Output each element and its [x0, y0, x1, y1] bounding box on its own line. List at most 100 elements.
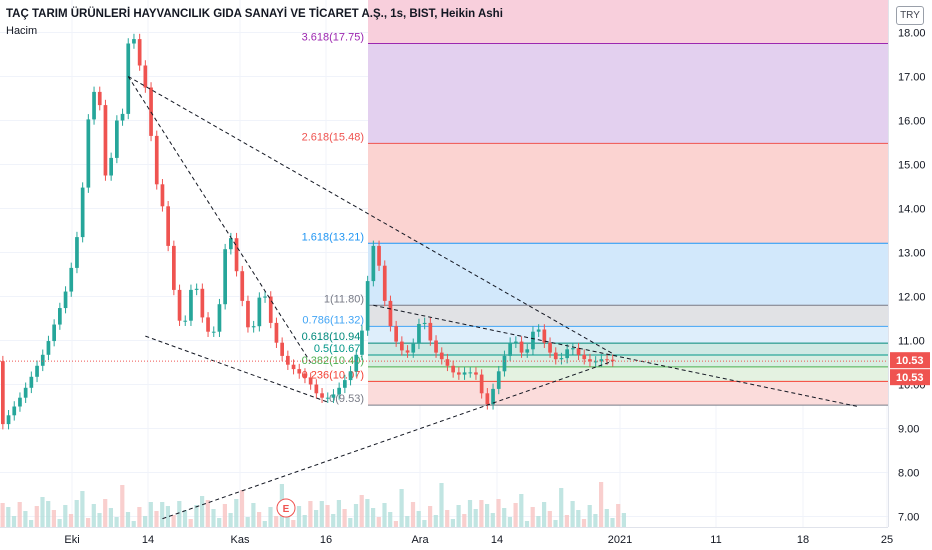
- fib-level-label: 1.618(13.21): [302, 231, 364, 243]
- volume-bar: [359, 495, 364, 527]
- y-tick-label: 16.00: [898, 116, 926, 128]
- trendline[interactable]: [373, 304, 858, 407]
- candle-body: [548, 342, 552, 353]
- candle-body: [434, 340, 438, 353]
- trendline[interactable]: [127, 76, 312, 363]
- candle-body: [514, 341, 518, 343]
- candle-body: [457, 372, 461, 375]
- candle-body: [211, 331, 216, 333]
- volume-bar: [188, 519, 193, 527]
- volume-bar: [205, 500, 210, 527]
- volume-bar: [154, 511, 159, 527]
- volume-bar: [108, 508, 113, 527]
- volume-bar: [0, 503, 5, 527]
- fib-level-label: 2.618(15.48): [302, 131, 364, 143]
- fib-zone: [368, 326, 888, 344]
- volume-bar: [103, 499, 108, 527]
- volume-bar: [587, 505, 592, 527]
- candle-body: [400, 341, 404, 351]
- candle-body: [217, 304, 222, 332]
- time-scale[interactable]: [0, 527, 932, 550]
- volume-bar: [513, 503, 518, 527]
- fib-zone: [368, 343, 888, 356]
- volume-bar: [547, 511, 552, 527]
- volume-bar: [291, 520, 296, 527]
- volume-bar: [143, 516, 148, 527]
- volume-bar: [365, 499, 370, 527]
- candle-body: [80, 187, 85, 238]
- candle-body: [479, 374, 484, 394]
- fib-level-label: 0.618(10.94): [302, 331, 364, 343]
- price-scale[interactable]: [888, 0, 932, 550]
- last-price-badge-label: 10.53: [896, 355, 924, 367]
- candle-body: [565, 349, 569, 359]
- candle-body: [519, 341, 524, 353]
- earnings-marker-label: E: [283, 504, 290, 515]
- candle-body: [439, 352, 444, 360]
- candle-body: [274, 322, 279, 343]
- x-tick-label: Ara: [411, 534, 429, 546]
- volume-bar: [496, 499, 501, 527]
- volume-bar: [336, 500, 341, 527]
- candle-body: [23, 387, 28, 398]
- fib-zone: [368, 43, 888, 144]
- volume-bar: [428, 506, 433, 527]
- trendline[interactable]: [145, 335, 328, 403]
- volume-bar: [342, 509, 347, 527]
- volume-bar: [593, 514, 598, 527]
- candle-body: [576, 348, 581, 355]
- volume-bar: [200, 496, 205, 527]
- candle-body: [360, 330, 364, 355]
- candle-body: [263, 296, 267, 298]
- y-tick-label: 12.00: [898, 292, 926, 304]
- volume-bar: [17, 502, 22, 527]
- currency-button[interactable]: TRY: [896, 6, 924, 25]
- volume-bar: [285, 511, 290, 527]
- candle-body: [40, 354, 45, 366]
- candle-body: [303, 373, 307, 378]
- candle-body: [331, 394, 336, 398]
- candle-body: [69, 267, 74, 292]
- volume-bar: [57, 519, 62, 527]
- volume-bar: [222, 504, 227, 527]
- volume-bar: [479, 500, 484, 527]
- candle-body: [194, 288, 199, 290]
- earnings-marker-icon[interactable]: [276, 498, 296, 518]
- trendline[interactable]: [162, 360, 613, 520]
- volume-bar: [467, 500, 473, 527]
- volume-bar: [262, 521, 267, 527]
- candle-body: [120, 113, 125, 121]
- candle-body: [582, 354, 587, 360]
- candle-body: [234, 238, 239, 272]
- candle-body: [354, 354, 359, 372]
- volume-bar: [553, 520, 558, 527]
- volume-label[interactable]: Hacim: [6, 25, 38, 37]
- x-tick-label: Kas: [231, 534, 250, 546]
- trendline[interactable]: [128, 76, 613, 355]
- candle-body: [536, 329, 541, 332]
- candle-body: [103, 105, 108, 176]
- fib-zone: [368, 305, 888, 327]
- candle-body: [422, 322, 427, 324]
- volume-bar: [63, 505, 68, 527]
- volume-bar: [604, 509, 609, 527]
- volume-bar: [165, 506, 170, 527]
- candle-body: [491, 388, 495, 405]
- volume-bar: [68, 514, 74, 527]
- x-tick-label: 25: [881, 534, 893, 546]
- candle-body: [286, 355, 290, 365]
- volume-bar: [462, 514, 467, 527]
- candle-body: [229, 238, 233, 250]
- candle-body: [525, 349, 530, 353]
- candle-body: [348, 371, 353, 381]
- fib-level-label: 0.382(10.40): [302, 355, 364, 367]
- volume-bar: [114, 517, 119, 527]
- volume-bar: [34, 506, 39, 527]
- volume-bar: [564, 515, 569, 527]
- volume-bar: [456, 505, 461, 527]
- y-tick-label: 18.00: [898, 28, 926, 40]
- candle-body: [86, 119, 91, 188]
- volume-bar: [137, 507, 142, 527]
